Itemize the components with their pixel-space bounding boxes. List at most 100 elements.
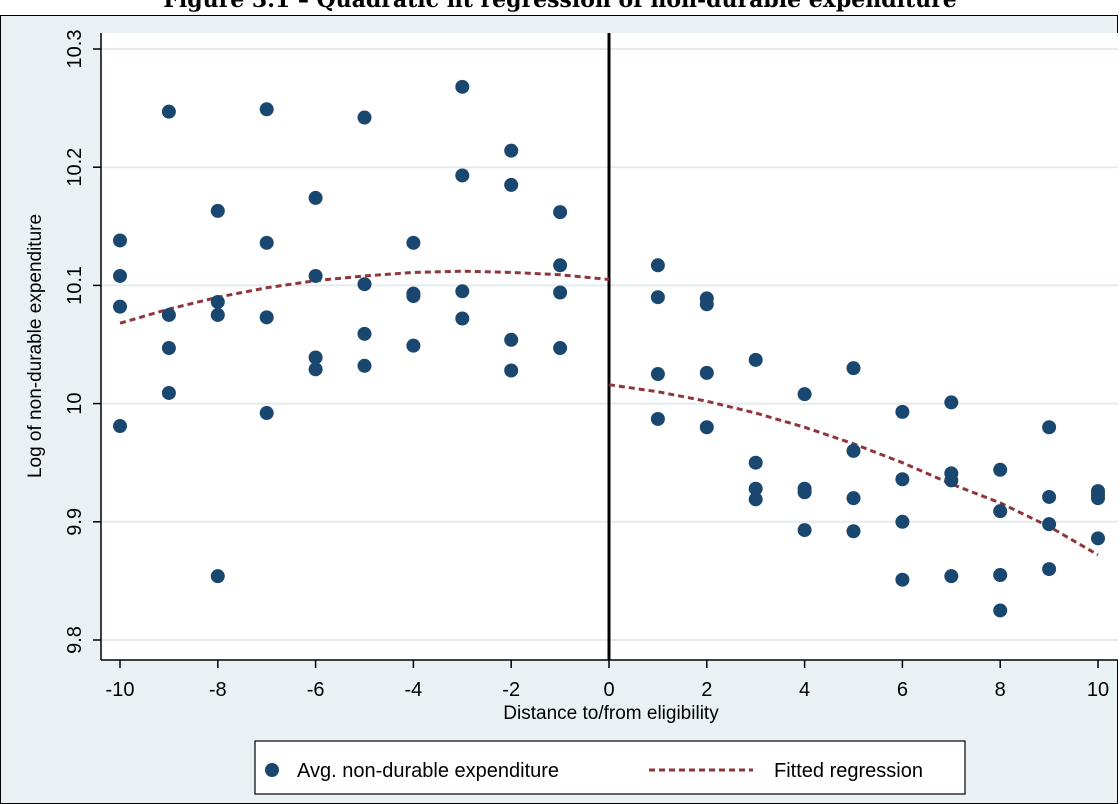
data-point	[113, 299, 127, 314]
data-point	[846, 443, 861, 458]
data-point	[650, 290, 665, 305]
data-point	[895, 404, 910, 419]
data-point	[846, 361, 861, 376]
data-point	[504, 363, 519, 378]
data-point	[699, 297, 714, 312]
data-point	[650, 411, 665, 426]
data-point	[455, 311, 470, 326]
x-tick-label: -8	[209, 679, 227, 701]
data-point	[161, 307, 176, 322]
data-point	[161, 385, 176, 400]
data-point	[210, 569, 225, 584]
data-point	[993, 567, 1008, 582]
y-tick-label: 9.9	[64, 508, 86, 536]
y-axis-title: Log of non-durable expenditure	[25, 214, 46, 478]
data-point	[993, 504, 1008, 519]
data-point	[1042, 562, 1057, 577]
data-point	[553, 341, 568, 356]
data-point	[406, 235, 421, 250]
x-tick-label: 4	[799, 679, 810, 701]
data-point	[504, 177, 519, 192]
legend-label-fit: Fitted regression	[774, 760, 923, 782]
data-point	[357, 326, 372, 341]
data-point	[553, 285, 568, 300]
data-point	[113, 419, 127, 434]
data-point	[406, 338, 421, 353]
data-point	[259, 310, 274, 325]
data-point	[113, 233, 127, 248]
data-point	[210, 307, 225, 322]
data-point	[895, 572, 910, 587]
data-point	[308, 362, 323, 377]
data-point	[1091, 491, 1105, 506]
x-tick-label: 10	[1087, 679, 1109, 701]
data-point	[455, 284, 470, 299]
x-axis-title: Distance to/from eligibility	[503, 703, 719, 724]
data-point	[553, 205, 568, 220]
fitted-regression-line	[119, 269, 610, 325]
data-point	[846, 524, 861, 539]
x-tick-label: -2	[502, 679, 520, 701]
data-point	[1091, 531, 1105, 546]
data-point	[357, 277, 372, 292]
data-point	[113, 268, 127, 283]
data-point	[748, 481, 763, 496]
data-point	[259, 406, 274, 421]
data-point	[993, 603, 1008, 618]
data-point	[308, 190, 323, 205]
x-tick-label: 2	[701, 679, 712, 701]
scatter-chart: 9.8 9.9 10 10.1 10.2 10.3 -10 -8 -6 -4 -2 0 2 4 6 8 10 Di…	[25, 30, 1118, 795]
data-point	[357, 110, 372, 125]
data-point	[748, 352, 763, 367]
data-point	[797, 523, 812, 538]
data-point	[846, 491, 861, 506]
y-tick-label: 9.8	[64, 626, 86, 654]
data-point	[455, 79, 470, 94]
data-point	[797, 387, 812, 402]
data-point	[1042, 517, 1057, 532]
data-point	[308, 268, 323, 283]
data-point	[161, 341, 176, 356]
x-tick-label: -6	[307, 679, 325, 701]
data-point	[455, 168, 470, 183]
x-tick-label: -10	[106, 679, 135, 701]
legend-marker-points	[265, 763, 279, 777]
data-point	[895, 472, 910, 487]
data-point	[259, 235, 274, 250]
data-point	[650, 367, 665, 382]
fitted-regression-line	[608, 383, 1099, 557]
data-point	[944, 473, 959, 488]
data-point	[1042, 420, 1057, 435]
data-point	[504, 143, 519, 158]
y-tick-label: 10	[64, 392, 86, 414]
y-tick-label: 10.3	[64, 30, 86, 69]
x-tick-label: 0	[603, 679, 614, 701]
data-point	[944, 395, 959, 410]
data-point	[748, 492, 763, 507]
data-point	[895, 514, 910, 529]
data-point	[699, 365, 714, 380]
data-point	[210, 294, 225, 309]
x-tick-label: 6	[897, 679, 908, 701]
data-point	[650, 258, 665, 273]
y-tick-label: 10.1	[64, 266, 86, 305]
data-point	[1042, 489, 1057, 504]
data-point	[553, 258, 568, 273]
chart-frame: 9.8 9.9 10 10.1 10.2 10.3 -10 -8 -6 -4 -2 0 2 4 6 8 10 Di…	[0, 15, 1118, 804]
data-point	[993, 462, 1008, 477]
data-point	[210, 203, 225, 218]
data-point	[357, 358, 372, 373]
data-point	[504, 332, 519, 347]
x-tick-label: 8	[995, 679, 1006, 701]
data-point	[699, 420, 714, 435]
legend-box	[254, 740, 966, 795]
data-point	[748, 455, 763, 470]
data-point	[797, 485, 812, 500]
data-point	[308, 350, 323, 365]
data-point	[161, 104, 176, 119]
data-point	[259, 102, 274, 117]
data-point	[944, 569, 959, 584]
data-point	[406, 289, 421, 304]
y-tick-label: 10.2	[64, 148, 86, 187]
page-title: Figure 3.1 – Quadratic fit regression of…	[163, 0, 957, 13]
